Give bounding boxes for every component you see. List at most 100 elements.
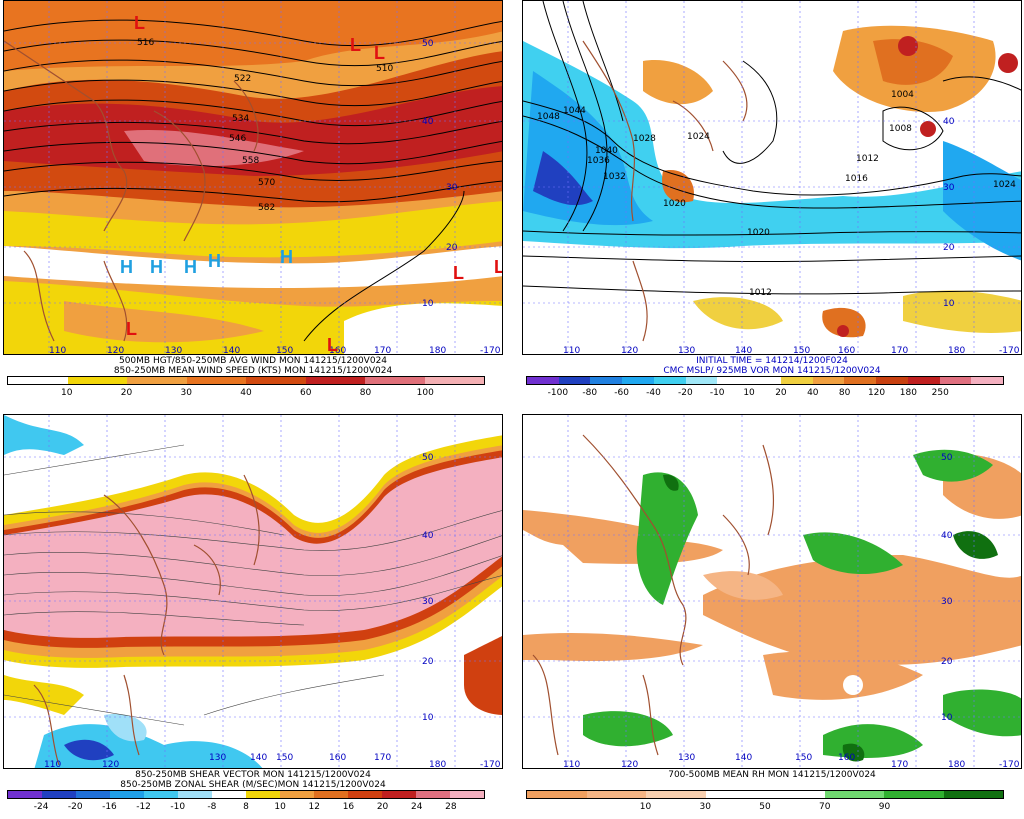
colorbar-swatch xyxy=(76,791,110,798)
map-canvas: 110 120 130 140 150 160 170 180 -170 40 … xyxy=(523,1,1021,355)
colorbar xyxy=(526,376,1004,385)
contour-label: 522 xyxy=(234,74,251,84)
colorbar-tick-label: -100 xyxy=(547,388,569,398)
lon-label: -170 xyxy=(480,346,501,355)
colorbar-tick-label: -80 xyxy=(582,388,598,398)
high-pressure-symbol: H xyxy=(280,247,293,267)
lon-label: 160 xyxy=(329,753,346,763)
caption-line: CMC MSLP/ 925MB VOR MON 141215/1200V024 xyxy=(663,366,881,376)
map-mslp-vorticity: 110 120 130 140 150 160 170 180 -170 40 … xyxy=(522,0,1022,355)
colorbar-tick-label: 80 xyxy=(838,388,851,398)
caption-line: 850-250MB SHEAR VECTOR MON 141215/1200V0… xyxy=(135,770,371,780)
colorbar-swatch xyxy=(280,791,314,798)
colorbar-swatch xyxy=(212,791,246,798)
map-shear: 110 120 130 140 150 160 170 180 -170 50 … xyxy=(3,414,503,769)
low-pressure-symbol: L xyxy=(350,35,361,55)
panel-caption: INITIAL TIME = 141214/1200F024 CMC MSLP/… xyxy=(522,356,1022,376)
colorbar-swatch xyxy=(8,377,68,384)
contour-label: 1028 xyxy=(633,134,656,144)
colorbar-swatch xyxy=(246,791,280,798)
contour-label: 1012 xyxy=(856,154,879,164)
colorbar-swatch xyxy=(382,791,416,798)
colorbar-swatch xyxy=(586,791,646,798)
lat-label: 10 xyxy=(943,299,955,309)
lat-label: 10 xyxy=(941,713,953,723)
contour-label: 1020 xyxy=(747,228,770,238)
colorbar-tick-label: 120 xyxy=(867,388,886,398)
lon-label: 140 xyxy=(250,753,267,763)
colorbar-tick-label: 10 xyxy=(743,388,755,398)
colorbar-swatch xyxy=(939,377,972,384)
colorbar-labels: 10 30 50 70 90 xyxy=(526,802,1004,814)
low-pressure-symbol: L xyxy=(374,43,385,63)
colorbar-swatch xyxy=(424,377,484,384)
colorbar-tick-label: 20 xyxy=(120,388,133,398)
colorbar-tick-label: -12 xyxy=(136,802,151,812)
caption-line: 850-250MB ZONAL SHEAR (M/SEC)MON 141215/… xyxy=(120,780,386,790)
colorbar-swatch xyxy=(186,377,246,384)
contour-label: 1012 xyxy=(749,288,772,298)
lon-label: 120 xyxy=(621,346,638,355)
panel-caption: 700-500MB MEAN RH MON 141215/1200V024 xyxy=(522,770,1022,780)
lon-label: 130 xyxy=(678,346,695,355)
colorbar-swatch xyxy=(246,377,306,384)
colorbar-tick-label: -20 xyxy=(677,388,693,398)
colorbar-swatch xyxy=(527,377,559,384)
colorbar-tick-label: 60 xyxy=(300,388,312,398)
lat-label: 40 xyxy=(941,531,953,541)
lon-label: 180 xyxy=(429,346,446,355)
lon-label: 150 xyxy=(276,346,293,355)
colorbar-swatch xyxy=(144,791,178,798)
colorbar-tick-label: 10 xyxy=(61,388,73,398)
colorbar-swatch xyxy=(812,377,845,384)
contour-label: 1032 xyxy=(603,172,626,182)
map-relative-humidity: 110 120 130 140 150 160 170 180 -170 50 … xyxy=(522,414,1022,769)
colorbar xyxy=(7,376,485,385)
colorbar-swatch xyxy=(749,377,781,384)
lon-label: -170 xyxy=(480,760,501,769)
colorbar-tick-label: 10 xyxy=(639,802,652,812)
low-pressure-symbol: L xyxy=(126,319,137,339)
colorbar-swatch xyxy=(365,377,425,384)
colorbar-tick-label: 8 xyxy=(243,802,249,812)
lon-label: 150 xyxy=(795,753,812,763)
lat-label: 50 xyxy=(941,453,953,463)
contour-label: 1016 xyxy=(845,174,868,184)
lat-label: 30 xyxy=(446,183,458,193)
lon-label: 180 xyxy=(429,760,446,769)
lon-label: 160 xyxy=(329,346,346,355)
colorbar-tick-label: 20 xyxy=(775,388,787,398)
lon-label: 170 xyxy=(374,753,391,763)
colorbar-swatch xyxy=(348,791,382,798)
lon-label: 140 xyxy=(223,346,240,355)
colorbar-tick-label: -60 xyxy=(614,388,629,398)
colorbar-swatch xyxy=(884,791,944,798)
colorbar-swatch xyxy=(943,791,1003,798)
contour-label: 534 xyxy=(232,114,249,124)
colorbar-swatch xyxy=(590,377,623,384)
contour-label: 582 xyxy=(258,203,275,213)
lon-label: 110 xyxy=(44,760,61,769)
lat-label: 40 xyxy=(422,531,434,541)
colorbar-tick-label: -40 xyxy=(646,388,661,398)
lat-label: 10 xyxy=(422,713,434,723)
colorbar-swatch xyxy=(971,377,1004,384)
low-pressure-symbol: L xyxy=(327,335,338,355)
colorbar-swatch xyxy=(8,791,42,798)
lon-label: 140 xyxy=(735,753,752,763)
lon-label: 180 xyxy=(948,760,965,769)
map-canvas: 110 120 130 140 150 160 170 180 -170 50 … xyxy=(523,415,1021,769)
map-500mb-height: 110 120 130 140 150 160 170 180 -170 50 … xyxy=(3,0,503,355)
lat-label: 50 xyxy=(422,453,434,463)
contour-label: 516 xyxy=(137,38,154,48)
colorbar-swatch xyxy=(780,377,813,384)
colorbar-swatch xyxy=(824,791,884,798)
lon-label: 130 xyxy=(209,753,226,763)
colorbar-swatch xyxy=(646,791,706,798)
colorbar-swatch xyxy=(67,377,127,384)
contour-label: 570 xyxy=(258,178,275,188)
lon-label: 170 xyxy=(891,760,908,769)
lon-label: -170 xyxy=(999,346,1020,355)
contour-label: 1048 xyxy=(537,112,560,122)
lon-label: 110 xyxy=(49,346,66,355)
